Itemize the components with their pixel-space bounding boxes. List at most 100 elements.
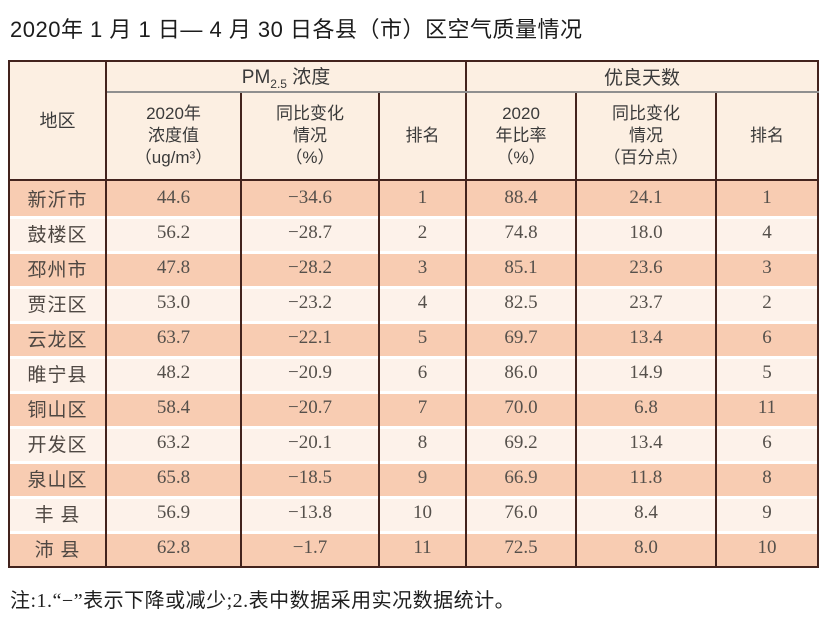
good-rate-cell: 74.8 [465, 215, 577, 251]
good-change-cell: 13.4 [575, 425, 717, 461]
region-cell: 新沂市 [8, 179, 107, 216]
table-row: 鼓楼区 56.2 −28.7 2 74.8 18.0 4 [8, 215, 820, 251]
good-rank-cell: 2 [714, 285, 820, 321]
good-change-cell: 24.1 [575, 179, 717, 216]
table-row: 开发区 63.2 −20.1 8 69.2 13.4 6 [8, 425, 820, 461]
col-group-good-days: 优良天数 [464, 61, 820, 93]
pm-value-cell: 65.8 [105, 460, 242, 496]
table-row: 邳州市 47.8 −28.2 3 85.1 23.6 3 [8, 250, 820, 286]
good-rate-cell: 70.0 [465, 390, 577, 426]
table-row: 丰 县 56.9 −13.8 10 76.0 8.4 9 [8, 495, 820, 531]
pm-change-cell: −23.2 [240, 285, 380, 321]
pm-rank-cell: 8 [378, 425, 467, 461]
pm-change-cell: −34.6 [240, 179, 380, 216]
pm25-label-prefix: PM [241, 67, 271, 88]
table-row: 新沂市 44.6 −34.6 1 88.4 24.1 1 [8, 179, 820, 216]
region-cell: 贾汪区 [8, 285, 107, 321]
air-quality-table: 地区 PM2.5 浓度 优良天数 2020年 浓度值 （ug/m³） 同比变化 … [8, 60, 820, 568]
pm-rank-cell: 5 [378, 320, 467, 356]
col-header-pm-value: 2020年 浓度值 （ug/m³） [105, 91, 242, 181]
good-rate-cell: 76.0 [465, 495, 577, 531]
good-rank-cell: 5 [714, 355, 820, 391]
pm-rank-cell: 3 [378, 250, 467, 286]
col-header-region: 地区 [8, 61, 107, 181]
good-rate-cell: 82.5 [465, 285, 577, 321]
footnote: 注:1.“−”表示下降或减少;2.表中数据采用实况数据统计。 [10, 589, 516, 612]
pm-value-cell: 48.2 [105, 355, 242, 391]
region-cell: 云龙区 [8, 320, 107, 356]
good-change-cell: 8.4 [575, 495, 717, 531]
pm-rank-cell: 2 [378, 215, 467, 251]
good-rate-cell: 86.0 [465, 355, 577, 391]
region-cell: 邳州市 [8, 250, 107, 286]
pm-change-cell: −28.2 [240, 250, 380, 286]
pm-rank-cell: 6 [378, 355, 467, 391]
pm-value-cell: 53.0 [105, 285, 242, 321]
region-cell: 铜山区 [8, 390, 107, 426]
pm-value-cell: 58.4 [105, 390, 242, 426]
pm-change-cell: −18.5 [240, 460, 380, 496]
pm-value-cell: 62.8 [105, 530, 242, 567]
good-rank-cell: 8 [714, 460, 820, 496]
pm-change-cell: −1.7 [240, 530, 380, 567]
good-rank-cell: 9 [714, 495, 820, 531]
pm-value-cell: 56.9 [105, 495, 242, 531]
pm-value-cell: 47.8 [105, 250, 242, 286]
pm-rank-cell: 7 [378, 390, 467, 426]
good-change-cell: 18.0 [575, 215, 717, 251]
good-change-cell: 8.0 [575, 530, 717, 567]
pm-rank-cell: 4 [378, 285, 467, 321]
pm-rank-cell: 9 [378, 460, 467, 496]
good-rank-cell: 1 [714, 179, 820, 216]
table-row: 睢宁县 48.2 −20.9 6 86.0 14.9 5 [8, 355, 820, 391]
pm-value-cell: 63.7 [105, 320, 242, 356]
table-sub-header-row: 2020年 浓度值 （ug/m³） 同比变化 情况 （%） 排名 2020 年比… [9, 91, 820, 181]
pm-change-cell: −28.7 [240, 215, 380, 251]
col-header-good-change: 同比变化 情况 （百分点） [575, 91, 717, 181]
good-change-cell: 14.9 [575, 355, 717, 391]
pm-rank-cell: 10 [378, 495, 467, 531]
region-cell: 睢宁县 [8, 355, 107, 391]
region-cell: 开发区 [8, 425, 107, 461]
good-rank-cell: 10 [714, 530, 820, 567]
col-header-pm-change: 同比变化 情况 （%） [240, 91, 380, 181]
good-rank-cell: 3 [714, 250, 820, 286]
table-row: 沛 县 62.8 −1.7 11 72.5 8.0 10 [8, 530, 820, 567]
good-change-cell: 23.6 [575, 250, 717, 286]
region-cell: 泉山区 [8, 460, 107, 496]
pm-value-cell: 63.2 [105, 425, 242, 461]
table-row: 泉山区 65.8 −18.5 9 66.9 11.8 8 [8, 460, 820, 496]
pm-rank-cell: 1 [378, 179, 467, 216]
pm25-label-suffix: 浓度 [286, 67, 331, 88]
pm-change-cell: −20.7 [240, 390, 380, 426]
good-change-cell: 11.8 [575, 460, 717, 496]
region-cell: 鼓楼区 [8, 215, 107, 251]
pm-value-cell: 44.6 [105, 179, 242, 216]
table-group-header-row: 地区 PM2.5 浓度 优良天数 [8, 61, 820, 181]
good-rate-cell: 66.9 [465, 460, 577, 496]
good-change-cell: 23.7 [575, 285, 717, 321]
page-title: 2020年 1 月 1 日— 4 月 30 日各县（市）区空气质量情况 [10, 17, 583, 42]
good-rate-cell: 72.5 [465, 530, 577, 567]
col-group-pm25: PM2.5 浓度 [105, 61, 467, 93]
region-cell: 丰 县 [8, 495, 107, 531]
pm-rank-cell: 11 [378, 530, 467, 567]
good-rate-cell: 85.1 [465, 250, 577, 286]
pm-change-cell: −13.8 [240, 495, 380, 531]
good-rate-cell: 69.7 [465, 320, 577, 356]
col-header-good-rank: 排名 [714, 91, 820, 181]
table-row: 铜山区 58.4 −20.7 7 70.0 6.8 11 [8, 390, 820, 426]
pm-change-cell: −22.1 [240, 320, 380, 356]
good-rank-cell: 4 [714, 215, 820, 251]
good-rate-cell: 69.2 [465, 425, 577, 461]
pm-change-cell: −20.1 [240, 425, 380, 461]
good-rank-cell: 6 [714, 320, 820, 356]
good-rate-cell: 88.4 [465, 179, 577, 216]
good-rank-cell: 11 [714, 390, 820, 426]
good-change-cell: 6.8 [575, 390, 717, 426]
region-cell: 沛 县 [8, 530, 107, 567]
col-header-good-rate: 2020 年比率 （%） [465, 91, 577, 181]
pm25-label-subscript: 2.5 [270, 76, 287, 91]
pm-change-cell: −20.9 [240, 355, 380, 391]
